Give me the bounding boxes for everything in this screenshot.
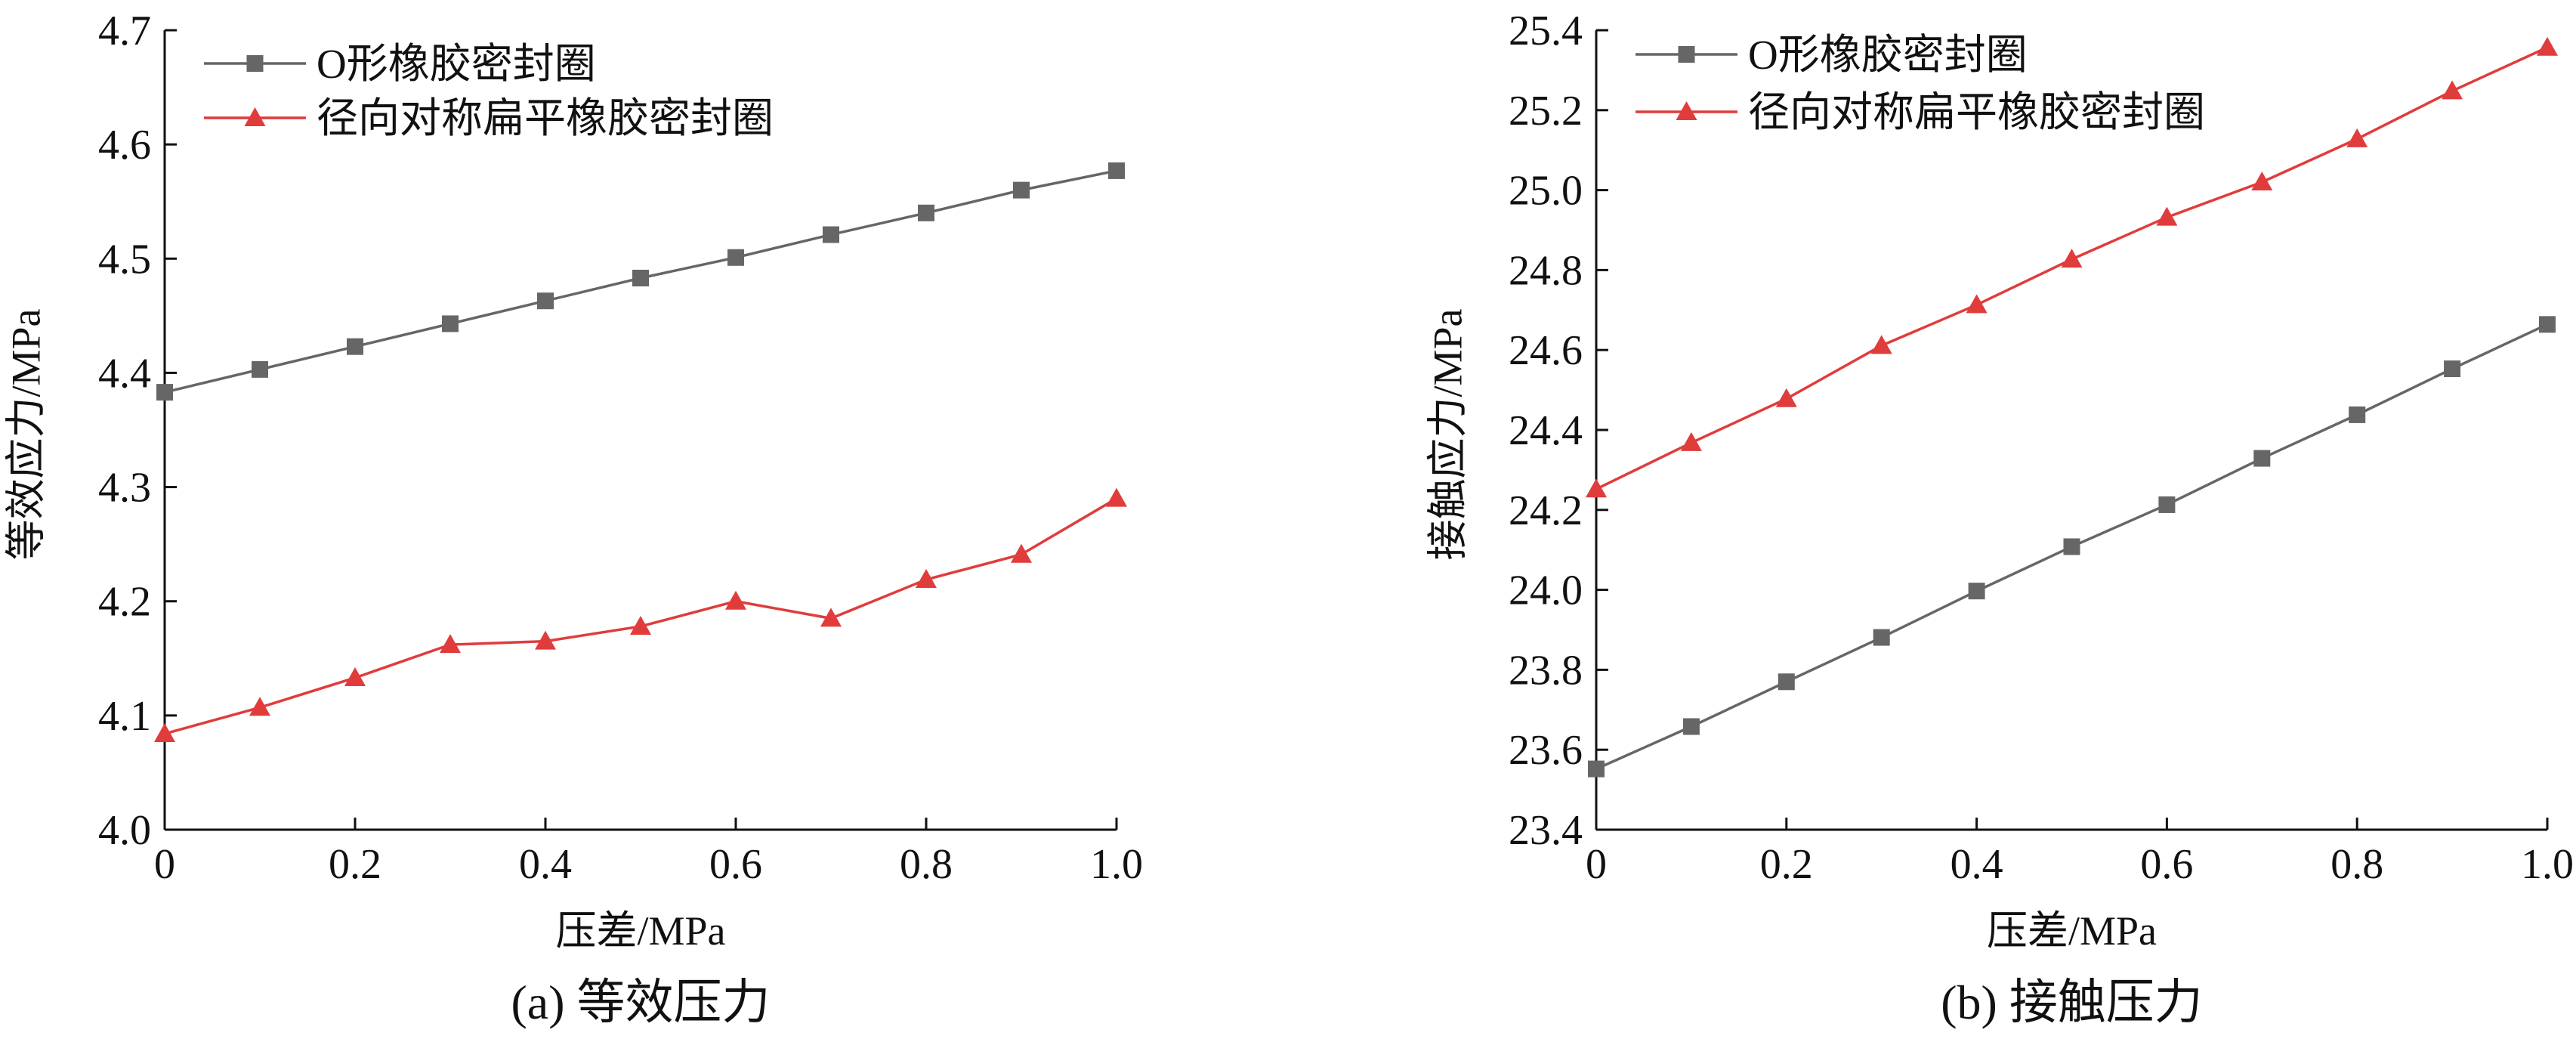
data-point [1680, 431, 1702, 451]
data-point [1968, 583, 1985, 600]
data-point [2251, 172, 2273, 191]
x-tick-label: 0.6 [2140, 841, 2193, 888]
data-point [252, 360, 268, 378]
legend-marker [1676, 101, 1697, 120]
series-o-ring [1588, 316, 2556, 778]
data-point [1013, 181, 1030, 199]
y-tick-label: 4.7 [98, 8, 151, 54]
legend-marker [244, 107, 266, 126]
data-point [344, 666, 366, 686]
data-point [442, 315, 459, 332]
data-point [918, 204, 934, 221]
legend-label: 径向对称扁平橡胶密封圈 [1748, 89, 2205, 135]
data-point [440, 634, 461, 654]
data-point [727, 249, 744, 266]
panel-caption: (a) 等效压力 [511, 976, 770, 1029]
x-tick-label: 0.2 [1760, 841, 1813, 888]
y-tick-label: 23.6 [1509, 727, 1583, 774]
x-tick-label: 0.8 [2330, 841, 2383, 888]
panel-b: 23.4 23.6 23.8 24.0 24.2 24.4 24.6 24.8 25.0 25.2… [1425, 8, 2574, 1029]
y-tick-label: 4.5 [98, 236, 151, 283]
legend-label: O形橡胶密封圈 [317, 41, 596, 87]
x-tick-label: 1.0 [2521, 841, 2574, 888]
series-flat-ring [154, 487, 1127, 743]
y-tick-label: 25.0 [1509, 168, 1583, 215]
x-axis-title: 压差/MPa [555, 908, 725, 954]
data-point [2539, 316, 2556, 333]
panel-caption: (b) 接触压力 [1941, 976, 2203, 1029]
data-point [154, 723, 175, 743]
y-axis-title: 等效应力/MPa [3, 308, 48, 560]
data-point [537, 292, 554, 310]
data-point [2158, 496, 2176, 513]
data-point [1778, 673, 1795, 691]
data-point [347, 338, 363, 355]
y-tick-label: 24.2 [1509, 487, 1583, 534]
data-point [1011, 543, 1032, 563]
y-tick-label: 25.4 [1509, 8, 1583, 54]
data-point [2156, 206, 2178, 226]
data-point [535, 630, 556, 650]
data-point [1966, 294, 1988, 314]
data-point [2537, 36, 2558, 56]
data-point [2444, 360, 2461, 378]
data-point [2442, 80, 2463, 100]
y-tick-label: 25.2 [1509, 88, 1583, 135]
y-tick-label: 4.0 [98, 807, 151, 854]
legend-marker [1678, 46, 1695, 63]
data-point [630, 615, 651, 635]
y-tick-label: 23.8 [1509, 647, 1583, 694]
data-point [1873, 629, 1890, 646]
data-point [1870, 335, 1892, 354]
data-point [1682, 718, 1700, 735]
data-point [1106, 487, 1127, 507]
x-tick-label: 1.0 [1090, 841, 1143, 888]
x-tick-label: 0.2 [329, 841, 381, 888]
legend-label: 径向对称扁平橡胶密封圈 [317, 95, 774, 141]
x-tick-label: 0.6 [709, 841, 762, 888]
y-tick-label: 4.1 [98, 693, 151, 740]
legend-marker [246, 55, 264, 72]
x-tick-label: 0.8 [900, 841, 953, 888]
data-point [2253, 450, 2271, 467]
data-point [249, 697, 270, 716]
y-tick-label: 4.6 [98, 122, 151, 169]
y-tick-label: 24.0 [1509, 567, 1583, 614]
x-axis-title: 压差/MPa [1987, 908, 2157, 954]
data-point [156, 384, 173, 401]
data-point [1586, 478, 1607, 498]
data-point [823, 226, 839, 243]
data-point [2346, 128, 2368, 147]
data-point [725, 590, 746, 610]
x-tick-label: 0.4 [1951, 841, 2003, 888]
data-point [632, 269, 649, 286]
y-tick-label: 23.4 [1509, 807, 1583, 854]
series-flat-ring [1586, 36, 2558, 498]
y-axis-title: 接触应力/MPa [1425, 308, 1470, 560]
data-point [2061, 249, 2083, 268]
data-point [1588, 760, 1605, 778]
y-tick-label: 24.4 [1509, 407, 1583, 454]
series-o-ring [156, 162, 1125, 401]
data-point [2349, 406, 2366, 423]
data-point [2063, 538, 2080, 555]
data-point [1108, 162, 1125, 179]
legend-label: O形橡胶密封圈 [1748, 32, 2028, 78]
panel-a: 4.0 4.1 4.2 4.3 4.4 4.5 4.6 4.7 0 0.2 0.4 0.6 0.8 1.0… [3, 8, 1143, 1029]
data-point [916, 568, 937, 588]
data-point [820, 608, 842, 627]
x-tick-label: 0 [154, 841, 175, 888]
y-tick-label: 24.8 [1509, 247, 1583, 294]
y-tick-label: 24.6 [1509, 327, 1583, 374]
y-tick-label: 4.2 [98, 579, 151, 626]
data-point [1775, 388, 1797, 407]
x-tick-label: 0.4 [519, 841, 572, 888]
x-tick-label: 0 [1586, 841, 1607, 888]
y-tick-label: 4.4 [98, 350, 151, 397]
y-tick-label: 4.3 [98, 465, 151, 512]
